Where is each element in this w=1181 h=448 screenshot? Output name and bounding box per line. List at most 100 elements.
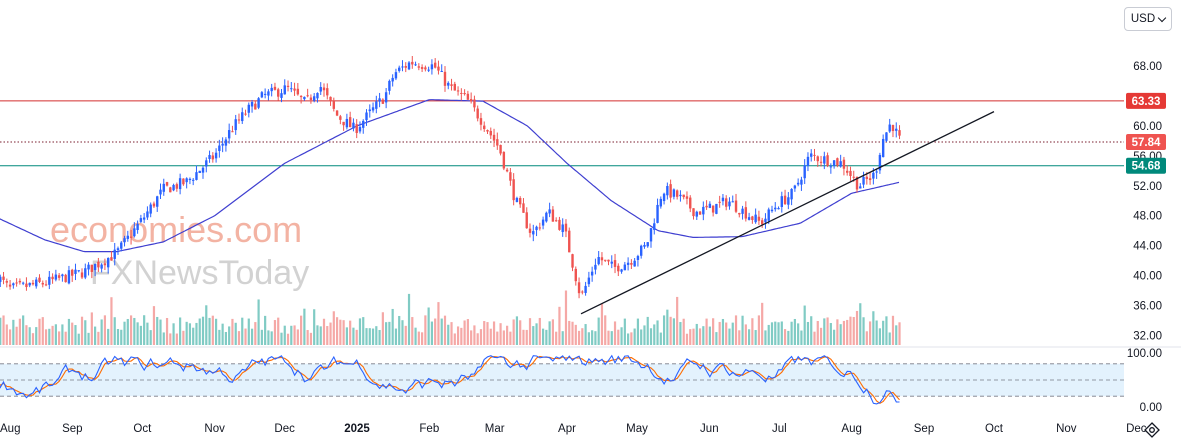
volume-bar xyxy=(136,322,139,345)
volume-bar xyxy=(627,333,630,345)
trendline-support[interactable] xyxy=(580,111,995,315)
candle-body xyxy=(93,263,97,271)
candle-body xyxy=(702,206,705,215)
candle-body xyxy=(476,108,479,119)
volume-bar xyxy=(532,326,535,345)
volume-bar xyxy=(875,320,878,345)
time-tick-label: Jul xyxy=(772,423,787,435)
volume-bar xyxy=(483,321,486,345)
candle-body xyxy=(545,212,548,222)
volume-bar xyxy=(434,318,437,345)
candle-body xyxy=(790,189,793,200)
volume-bar xyxy=(205,305,208,345)
price-axis[interactable]: 68.0060.0056.0052.0048.0044.0040.0036.00… xyxy=(1133,61,1162,343)
candle-body xyxy=(306,95,309,97)
candle-body xyxy=(734,200,738,212)
volume-bar xyxy=(447,324,450,345)
candle-body xyxy=(8,284,12,287)
volume-bar xyxy=(388,321,391,345)
candle-body xyxy=(375,101,378,109)
candle-body xyxy=(87,264,90,270)
price-badges: 63.33 57.84 54.68 xyxy=(1126,92,1166,174)
volume-bar xyxy=(777,322,780,345)
volume-bar xyxy=(571,321,574,345)
stochastic-axis: 100.00 0.00 xyxy=(1127,348,1162,414)
volume-bar xyxy=(659,332,662,345)
volume-bar xyxy=(767,324,770,345)
volume-bar xyxy=(224,331,228,345)
volume-bar xyxy=(100,319,103,345)
candle-body xyxy=(247,104,250,113)
candle-body xyxy=(613,260,617,267)
candle-body xyxy=(139,218,143,222)
candle-body xyxy=(571,254,574,268)
volume-bar xyxy=(290,325,293,345)
settings-button[interactable] xyxy=(1142,420,1162,440)
candle-body xyxy=(535,226,538,231)
volume-bar xyxy=(492,321,496,345)
candle-body xyxy=(865,176,869,180)
volume-bar xyxy=(574,324,577,345)
volume-bar xyxy=(427,307,430,345)
volume-bar xyxy=(67,318,71,345)
candle-body xyxy=(280,93,283,98)
volume-bar xyxy=(198,318,201,345)
volume-bar xyxy=(891,315,895,345)
candle-body xyxy=(623,264,627,271)
candle-body xyxy=(819,161,823,163)
currency-selector[interactable]: USD xyxy=(1124,7,1172,31)
volume-bar xyxy=(156,316,159,345)
time-tick-label: 2025 xyxy=(344,423,370,435)
volume-bar xyxy=(381,312,384,345)
candle-body xyxy=(682,194,685,198)
candle-body xyxy=(339,116,342,120)
volume-bar xyxy=(44,329,48,345)
time-axis[interactable]: Aug Sep Oct Nov Dec 2025 Feb Mar Apr May Jun Jul Aug… xyxy=(0,423,1147,435)
candle-body xyxy=(796,182,800,185)
volume-bar xyxy=(672,318,675,345)
candle-body xyxy=(61,274,64,277)
candle-body xyxy=(728,201,731,207)
volume-bar xyxy=(561,331,564,345)
volume-bar xyxy=(8,329,12,345)
volume-bar xyxy=(260,329,263,345)
price-tick-label: 52.00 xyxy=(1133,181,1162,193)
volume-bar xyxy=(84,320,87,345)
volume-bar xyxy=(509,331,512,345)
candle-body xyxy=(241,112,244,122)
candle-body xyxy=(708,203,712,208)
candle-body xyxy=(499,144,502,154)
candle-body xyxy=(764,218,767,223)
candle-body xyxy=(813,154,816,156)
candle-body xyxy=(679,194,682,197)
volume-bar xyxy=(852,317,855,345)
candle-body xyxy=(146,211,149,218)
candle-body xyxy=(512,179,515,201)
volume-bar xyxy=(895,325,898,345)
volume-bar xyxy=(143,315,146,345)
volume-bar xyxy=(662,315,666,345)
candle-body xyxy=(401,66,404,68)
candle-body xyxy=(175,184,179,189)
candle-body xyxy=(548,209,551,214)
volume-bar xyxy=(597,317,600,345)
volume-bar xyxy=(146,322,149,345)
volume-bar xyxy=(499,323,502,345)
candle-body xyxy=(633,260,636,267)
candle-body xyxy=(656,204,659,223)
candle-body xyxy=(195,172,198,180)
volume-bar xyxy=(800,330,803,345)
candle-body xyxy=(41,282,44,285)
volume-bar xyxy=(188,323,192,345)
volume-bar xyxy=(424,315,427,345)
volume-bar xyxy=(149,330,152,345)
volume-bar xyxy=(103,315,107,345)
candle-body xyxy=(221,143,224,146)
volume-bar xyxy=(74,325,77,345)
volume-bar xyxy=(264,315,267,345)
horizontal-levels[interactable] xyxy=(0,100,1124,167)
trendline[interactable] xyxy=(580,111,995,315)
candle-body xyxy=(767,209,770,221)
volume-bar xyxy=(319,326,322,345)
